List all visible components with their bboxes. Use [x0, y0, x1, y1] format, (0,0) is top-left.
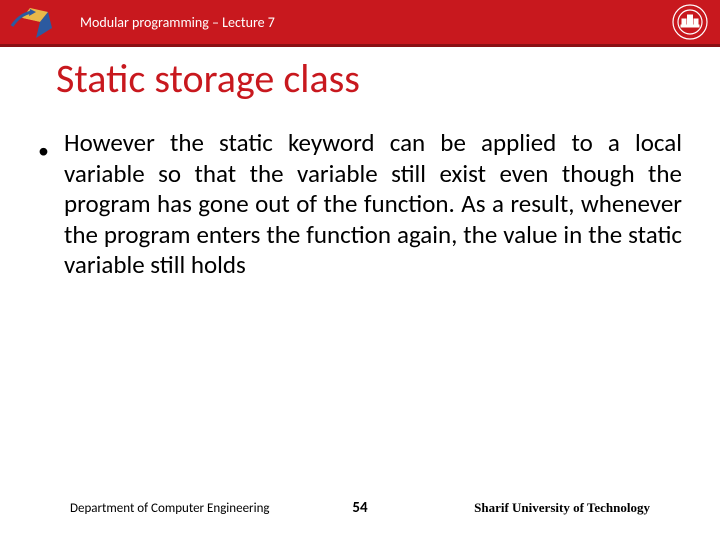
body-content: • However the static keyword can be appl… — [38, 128, 682, 281]
bullet-item: • However the static keyword can be appl… — [38, 128, 682, 281]
footer-department: Department of Computer Engineering — [70, 501, 270, 516]
header-accent — [0, 44, 720, 47]
course-logo-icon — [10, 2, 64, 50]
slide-title: Static storage class — [56, 54, 360, 103]
university-seal-icon — [672, 4, 708, 40]
header-text: Modular programming – Lecture 7 — [80, 14, 275, 31]
body-text: However the static keyword can be applie… — [64, 128, 682, 281]
footer-university: Sharif University of Technology — [474, 500, 650, 516]
page-number: 54 — [352, 499, 367, 517]
header-bar: Modular programming – Lecture 7 — [0, 0, 720, 44]
footer: Department of Computer Engineering 54 Sh… — [0, 500, 720, 516]
bullet-marker: • — [38, 140, 46, 162]
